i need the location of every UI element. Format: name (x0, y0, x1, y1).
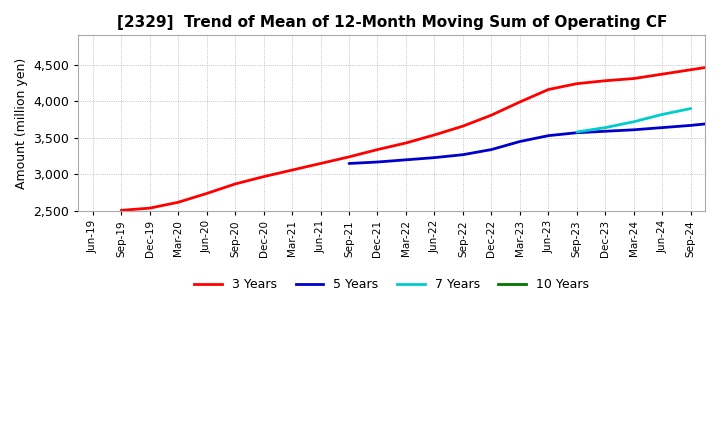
Title: [2329]  Trend of Mean of 12-Month Moving Sum of Operating CF: [2329] Trend of Mean of 12-Month Moving … (117, 15, 667, 30)
Legend: 3 Years, 5 Years, 7 Years, 10 Years: 3 Years, 5 Years, 7 Years, 10 Years (189, 273, 594, 296)
Y-axis label: Amount (million yen): Amount (million yen) (15, 58, 28, 189)
